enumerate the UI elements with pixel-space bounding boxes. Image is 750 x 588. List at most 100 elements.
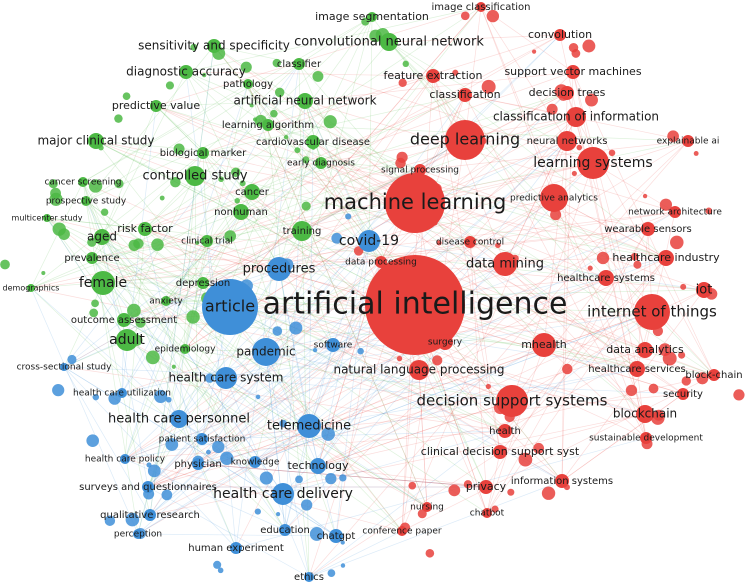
minor-node [309, 527, 324, 541]
node [677, 388, 689, 400]
minor-node [249, 103, 254, 108]
node [414, 164, 426, 176]
node-label: qualitative research [100, 510, 200, 521]
edge [225, 377, 428, 508]
minor-node [206, 449, 211, 455]
minor-node [275, 511, 281, 517]
node-label: predictive analytics [510, 194, 598, 204]
minor-node [402, 60, 409, 68]
node [385, 173, 445, 233]
node-label: aged [87, 230, 117, 244]
node-label: cardiovascular disease [256, 137, 370, 148]
minor-node [114, 114, 123, 123]
minor-node [596, 251, 610, 265]
edge [553, 197, 667, 259]
edge [185, 71, 269, 126]
node [304, 572, 314, 582]
edge [317, 400, 513, 467]
edge [149, 45, 215, 516]
edge [504, 257, 667, 432]
node [422, 502, 432, 512]
minor-node [340, 563, 346, 568]
edge [85, 200, 286, 531]
node-label: covid-19 [339, 233, 399, 249]
edge [91, 257, 382, 263]
minor-node [507, 488, 515, 496]
edge [124, 240, 208, 460]
node-label: classifier [277, 59, 322, 70]
edge [82, 16, 373, 183]
node [358, 230, 380, 252]
node-label: prevalence [64, 253, 119, 264]
edge [225, 261, 382, 379]
node-label: risk factor [117, 222, 173, 235]
node [315, 157, 327, 169]
edge [185, 71, 421, 171]
minor-node [170, 176, 181, 188]
edge [126, 339, 403, 532]
minor-node [331, 232, 343, 244]
edge [102, 228, 649, 284]
minor-node [301, 201, 311, 211]
edge [144, 228, 204, 284]
node-label: surgery [428, 338, 463, 348]
minor-node [224, 230, 237, 242]
minor-node [272, 58, 281, 68]
edge [82, 181, 286, 531]
edge [388, 41, 646, 351]
edge [304, 100, 322, 164]
edge [30, 287, 139, 535]
edge [486, 451, 501, 514]
edge [278, 141, 314, 270]
minor-node [486, 9, 500, 23]
edge [561, 92, 568, 482]
minor-node [283, 134, 289, 140]
node [445, 120, 485, 160]
edge [486, 344, 545, 514]
node [493, 252, 517, 276]
edge [95, 140, 242, 213]
node-label: deep learning [410, 130, 520, 149]
minor-node [417, 509, 427, 519]
node-label: multicenter study [12, 214, 83, 223]
edge [213, 45, 300, 65]
node-label: ethics [294, 572, 324, 583]
edge [388, 34, 561, 43]
minor-node [234, 198, 240, 204]
edge [155, 100, 306, 107]
edge [235, 437, 647, 549]
node-label: blockchain [613, 407, 677, 421]
edge [511, 289, 705, 402]
edge [304, 100, 638, 370]
node [233, 204, 249, 220]
node-label: software [314, 341, 353, 351]
minor-node [48, 179, 58, 189]
edge [184, 348, 284, 495]
minor-node [195, 240, 200, 245]
nodes [27, 2, 720, 582]
edge [147, 486, 310, 578]
node [142, 481, 154, 493]
edge [85, 16, 373, 202]
node [207, 39, 221, 53]
edge [317, 465, 487, 488]
edge [165, 162, 322, 302]
edge [91, 240, 208, 259]
edge [63, 366, 151, 516]
minor-node [533, 442, 545, 454]
minor-node [255, 394, 261, 400]
edge [254, 16, 373, 463]
node [279, 524, 291, 536]
edge [401, 140, 568, 532]
minor-node [289, 321, 303, 335]
edge [91, 71, 187, 259]
minor-node [190, 43, 198, 51]
minor-node [693, 151, 699, 156]
minor-node [642, 193, 648, 199]
minor-node [678, 351, 686, 359]
node-label: perception [114, 530, 162, 540]
edge [46, 217, 428, 508]
node-label: cross-sectional study [17, 363, 113, 373]
node [629, 361, 645, 377]
